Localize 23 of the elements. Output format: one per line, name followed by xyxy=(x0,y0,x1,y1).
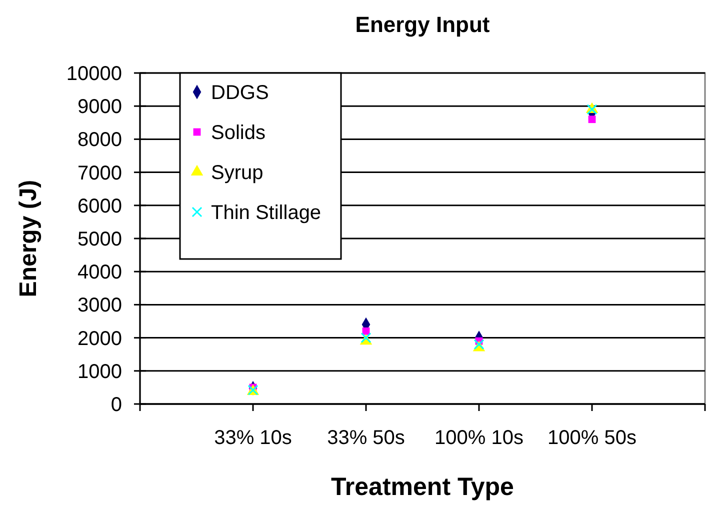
legend-label: Syrup xyxy=(211,162,264,184)
chart-title: Energy Input xyxy=(355,12,490,37)
y-tick-label: 5000 xyxy=(78,228,122,250)
y-tick-label: 4000 xyxy=(78,262,122,284)
y-tick-label: 8000 xyxy=(78,129,122,152)
y-tick-label: 9000 xyxy=(78,96,122,118)
y-tick-label: 3000 xyxy=(78,294,122,317)
point xyxy=(588,116,596,124)
legend-label: Solids xyxy=(211,122,266,144)
legend-label: Thin Stillage xyxy=(211,202,322,224)
y-tick-label: 2000 xyxy=(78,328,122,350)
x-axis-title: Treatment Type xyxy=(331,473,514,501)
y-tick-label: 7000 xyxy=(78,162,122,184)
x-tick-label: 100% 50s xyxy=(548,427,636,449)
y-tick-label: 10000 xyxy=(66,63,122,85)
y-tick-label: 0 xyxy=(110,394,122,416)
y-tick-label: 1000 xyxy=(78,360,122,383)
x-tick-label: 100% 10s xyxy=(434,427,524,449)
legend-label: DDGS xyxy=(211,82,269,104)
x-tick-label: 33% 10s xyxy=(214,427,292,449)
x-tick-label: 33% 50s xyxy=(327,427,405,449)
y-tick-label: 6000 xyxy=(78,195,122,218)
y-axis-title: Energy (J) xyxy=(15,180,42,298)
